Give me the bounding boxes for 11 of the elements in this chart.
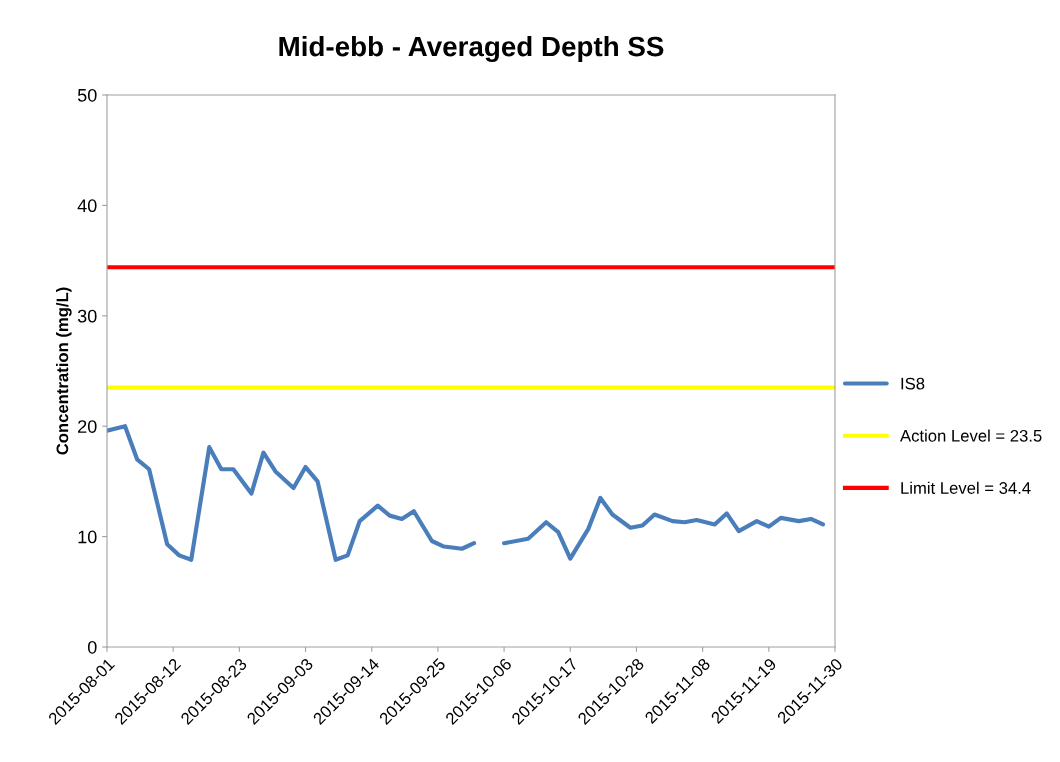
y-axis-title: Concentration (mg/L) <box>56 287 72 455</box>
chart-title: Mid-ebb - Averaged Depth SS <box>279 35 664 62</box>
y-tick-label: 50 <box>77 88 97 102</box>
legend-label: Limit Level = 34.4 <box>901 481 1031 494</box>
y-tick-label: 30 <box>77 309 97 323</box>
y-tick-label: 20 <box>78 420 97 433</box>
y-tick-label: 0 <box>87 640 97 654</box>
y-tick-label: 40 <box>77 199 97 213</box>
legend-label: IS8 <box>901 377 925 390</box>
legend-label: Action Level = 23.5 <box>900 429 1042 442</box>
y-tick-label: 10 <box>78 530 97 544</box>
